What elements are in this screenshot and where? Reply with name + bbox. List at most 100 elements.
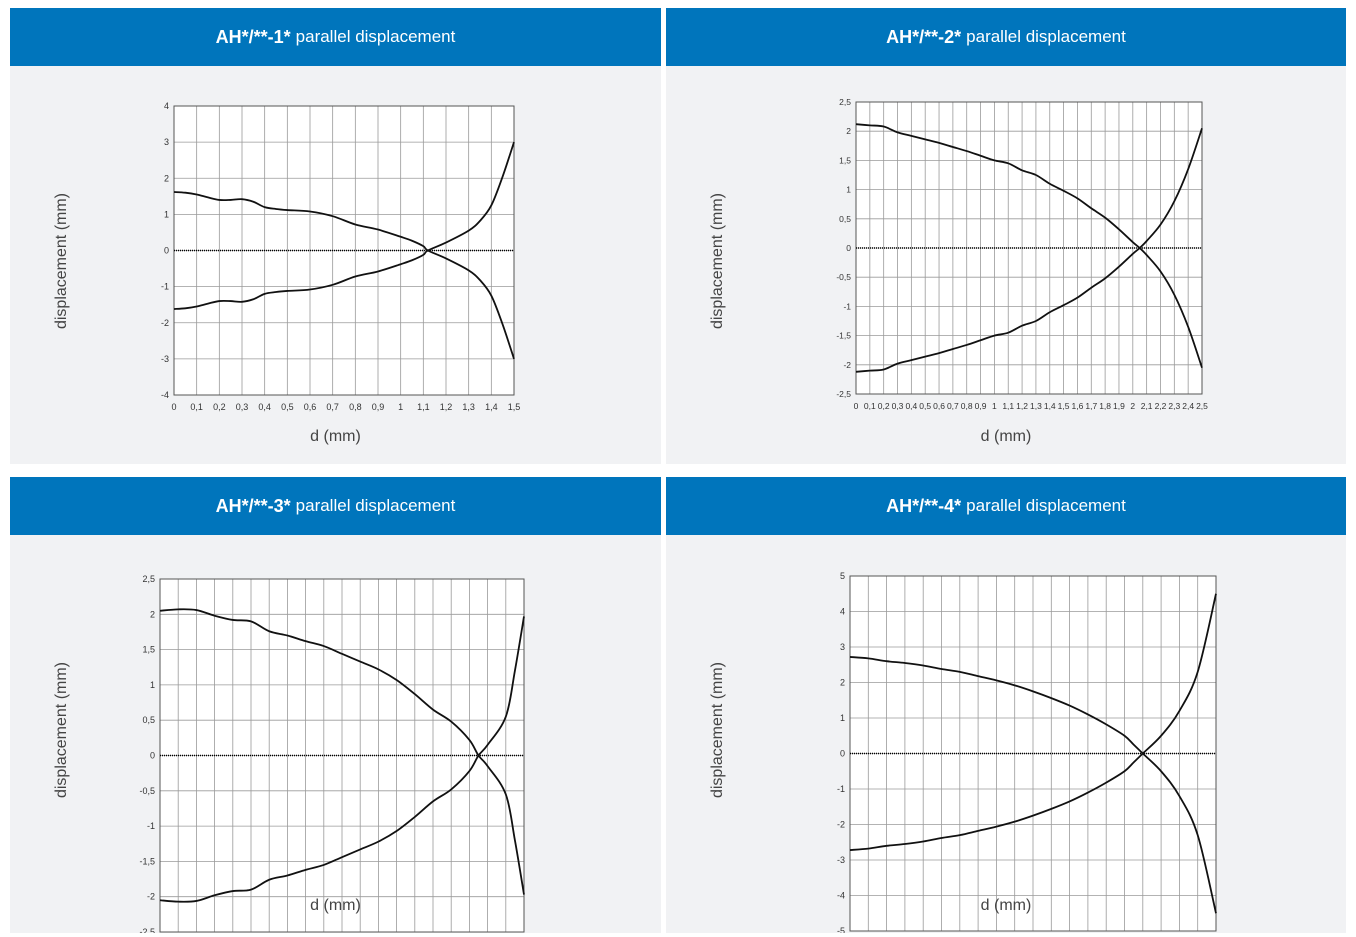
- y-tick-label: -4: [161, 390, 169, 400]
- x-tick-label: 1,5: [508, 402, 521, 412]
- y-tick-label: -2: [161, 318, 169, 328]
- x-tick-label: 1: [398, 402, 403, 412]
- y-tick-label: 2,5: [839, 97, 851, 107]
- y-axis-label: displacement (mm): [53, 661, 70, 799]
- x-tick-label: 2,1: [1141, 401, 1153, 411]
- chart-panel-3: AH*/**-3* parallel displacement 00,10,20…: [10, 477, 661, 933]
- x-tick-label: 1,4: [485, 402, 498, 412]
- y-tick-label: 0: [164, 246, 169, 256]
- chart-panel-1: AH*/**-1* parallel displacement 0 0,1 0,2 0…: [10, 8, 661, 464]
- y-tick-label: -2: [837, 820, 845, 830]
- x-tick-label: 0,5: [281, 402, 294, 412]
- x-tick-label: 0,2: [213, 402, 226, 412]
- panel-title-code: AH*/**-4*: [886, 495, 962, 516]
- y-tick-label: -1: [843, 301, 851, 311]
- y-tick-label: 1,5: [839, 155, 851, 165]
- x-tick-label: 1,9: [1113, 401, 1125, 411]
- upper-curve: [173, 191, 515, 360]
- y-tick-label: 0: [840, 749, 845, 759]
- x-tick-label: 2,4: [1182, 401, 1194, 411]
- x-tick-label: 0: [171, 402, 176, 412]
- panel-title-code: AH*/**-1*: [215, 26, 291, 47]
- x-tick-label: 1,3: [462, 402, 475, 412]
- x-axis-label: d (mm): [310, 897, 361, 914]
- panel-title-text: parallel displacement: [966, 27, 1126, 46]
- x-tick-label: 0,5: [919, 401, 931, 411]
- x-tick-label: 0,1: [190, 402, 203, 412]
- y-tick-label: -2,5: [836, 389, 851, 399]
- x-tick-label: 0,1: [864, 401, 876, 411]
- x-tick-label: 2,2: [1155, 401, 1167, 411]
- y-tick-label: -2,5: [139, 927, 155, 933]
- y-tick-label: 2: [840, 678, 845, 688]
- panel-title-text: parallel displacement: [966, 496, 1126, 515]
- x-tick-label: 1,4: [1044, 401, 1056, 411]
- panel-title-code: AH*/**-2*: [886, 26, 962, 47]
- y-tick-label: -3: [837, 855, 845, 865]
- y-tick-label: -5: [837, 926, 845, 933]
- lower-curve: [849, 593, 1217, 851]
- y-tick-label: 2: [846, 126, 851, 136]
- y-tick-label: 2,5: [142, 574, 155, 584]
- y-tick-label: -2: [843, 360, 851, 370]
- x-tick-label: 2: [1130, 401, 1135, 411]
- x-tick-label: 2,3: [1168, 401, 1180, 411]
- y-tick-label: -0,5: [836, 272, 851, 282]
- lower-curve: [855, 127, 1203, 373]
- y-tick-label: 3: [164, 137, 169, 147]
- x-tick-label: 1,2: [1016, 401, 1028, 411]
- y-tick-label: -1,5: [836, 331, 851, 341]
- y-tick-label: -2: [147, 892, 155, 902]
- y-tick-label: -1: [161, 282, 169, 292]
- panel-title-code: AH*/**-3*: [215, 495, 291, 516]
- x-tick-label: 0,7: [947, 401, 959, 411]
- x-tick-label: 1,5: [1058, 401, 1070, 411]
- y-tick-label: 0: [150, 751, 155, 761]
- y-axis-label: displacement (mm): [709, 661, 726, 799]
- chart-panel-2: AH*/**-2* parallel displacement 0 0,1 0,2 0…: [666, 8, 1346, 464]
- y-axis-label: displacement (mm): [709, 192, 726, 330]
- x-tick-label: 1,8: [1099, 401, 1111, 411]
- y-tick-label: -1: [147, 821, 155, 831]
- y-tick-label: -0,5: [139, 786, 155, 796]
- x-tick-label: 0,4: [905, 401, 917, 411]
- x-tick-label: 0,9: [975, 401, 987, 411]
- y-tick-label: 1: [164, 209, 169, 219]
- panel-header: AH*/**-3* parallel displacement: [10, 477, 661, 535]
- y-tick-label: 3: [840, 642, 845, 652]
- y-tick-label: 1: [840, 713, 845, 723]
- x-tick-label: 1,2: [440, 402, 453, 412]
- chart-area: 00,10,20,30,40,50,60,70,80,911,11,21,31,…: [10, 535, 661, 933]
- y-tick-label: 4: [164, 101, 169, 111]
- x-tick-label: 0,8: [961, 401, 973, 411]
- y-tick-label: 4: [840, 607, 845, 617]
- panel-header: AH*/**-2* parallel displacement: [666, 8, 1346, 66]
- chart-panel-4: AH*/**-4* parallel displacement 00,20,40…: [666, 477, 1346, 933]
- y-tick-label: 0: [846, 243, 851, 253]
- x-tick-label: 1,6: [1072, 401, 1084, 411]
- y-tick-label: 1: [846, 185, 851, 195]
- x-tick-label: 1,3: [1030, 401, 1042, 411]
- y-tick-label: -4: [837, 891, 845, 901]
- lower-curve: [159, 616, 525, 903]
- y-tick-label: 2: [164, 173, 169, 183]
- panel-header: AH*/**-4* parallel displacement: [666, 477, 1346, 535]
- x-tick-label: 0,3: [236, 402, 249, 412]
- panel-title-text: parallel displacement: [295, 27, 456, 46]
- x-tick-label: 0,9: [372, 402, 385, 412]
- panel-header: AH*/**-1* parallel displacement: [10, 8, 661, 66]
- x-tick-label: 0,7: [326, 402, 339, 412]
- x-tick-label: 0,8: [349, 402, 362, 412]
- upper-curve: [855, 123, 1203, 369]
- y-tick-label: -1,5: [139, 856, 155, 866]
- chart-area: 00,20,40,60,811,21,41,61,822,22,42,62,83…: [666, 535, 1346, 933]
- y-tick-label: 0,5: [839, 214, 851, 224]
- x-tick-label: 2,5: [1196, 401, 1208, 411]
- y-tick-label: 5: [840, 571, 845, 581]
- x-tick-label: 0: [854, 401, 859, 411]
- chart-svg: 00,10,20,30,40,50,60,70,80,911,11,21,31,…: [139, 574, 525, 933]
